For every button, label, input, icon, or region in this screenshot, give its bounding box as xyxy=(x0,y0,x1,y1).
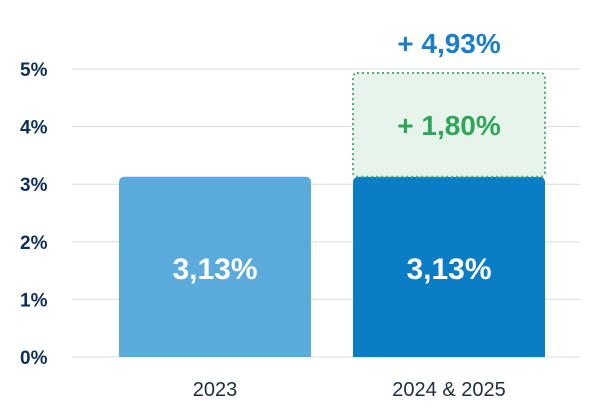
y-tick-label: 2% xyxy=(20,233,48,254)
bar-2024-2025-base xyxy=(353,176,545,357)
total-value-label: + 4,93% xyxy=(397,28,501,59)
bar-2023-base xyxy=(119,176,311,357)
bar-value-label: 3,13% xyxy=(172,253,257,286)
y-tick-label: 4% xyxy=(20,118,48,139)
y-tick-label: 0% xyxy=(20,348,48,369)
bars: 3,13% 3,13% + 1,80% + 4,93% xyxy=(119,28,546,357)
x-tick-label: 2024 & 2025 xyxy=(392,379,505,401)
x-axis-ticks: 2023 2024 & 2025 xyxy=(193,379,506,401)
y-tick-label: 1% xyxy=(20,290,48,311)
bar-value-label: 3,13% xyxy=(406,253,491,286)
bar-increase-segment xyxy=(352,72,546,178)
y-tick-label: 3% xyxy=(20,175,48,196)
y-axis-ticks: 0% 1% 2% 3% 4% 5% xyxy=(20,60,48,369)
x-tick-label: 2023 xyxy=(193,379,238,401)
y-tick-label: 5% xyxy=(20,60,48,81)
increase-value-label: + 1,80% xyxy=(397,110,501,141)
